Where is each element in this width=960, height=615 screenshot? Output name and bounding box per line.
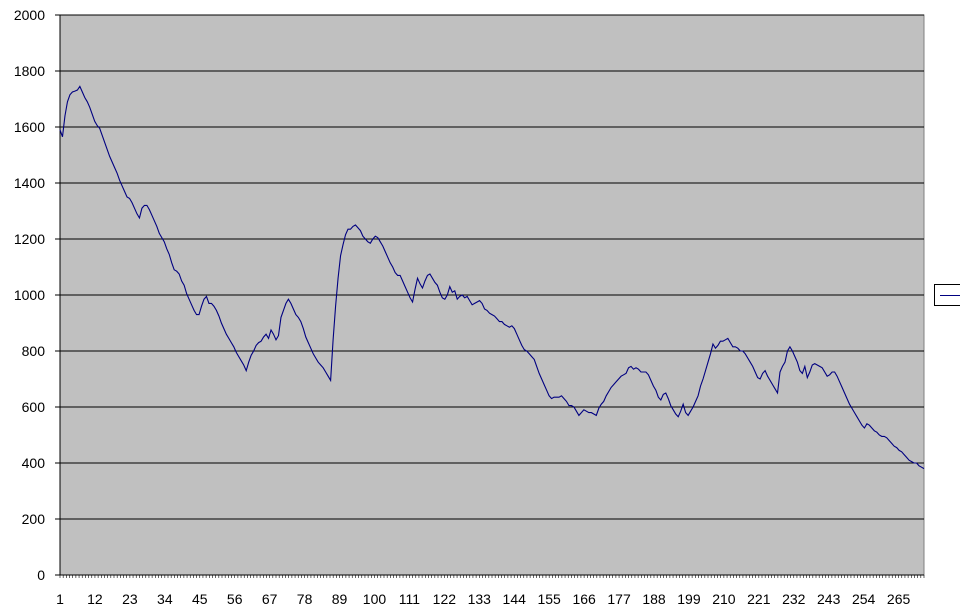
gridlines (60, 14, 924, 520)
x-tick-label: 144 (503, 591, 527, 607)
x-tick-label: 155 (537, 591, 561, 607)
legend-line-swatch (940, 295, 960, 296)
y-tick-label: 0 (37, 567, 45, 583)
x-tick-label: 45 (192, 591, 208, 607)
series-line (59, 85, 925, 470)
x-tick-label: 111 (399, 591, 420, 607)
x-tick-label: 133 (468, 591, 492, 607)
x-tick-label: 254 (852, 591, 876, 607)
y-tick-label: 2000 (14, 7, 45, 23)
y-tick-label: 200 (22, 511, 46, 527)
x-tick-label: 265 (887, 591, 911, 607)
x-tick-label: 56 (227, 591, 243, 607)
y-tick-label: 1800 (14, 63, 45, 79)
x-tick-label: 100 (363, 591, 387, 607)
x-tick-label: 23 (122, 591, 138, 607)
y-tick-label: 800 (22, 343, 46, 359)
y-tick-label: 1200 (14, 231, 45, 247)
y-tick-label: 1600 (14, 119, 45, 135)
x-tick-label: 12 (87, 591, 103, 607)
x-tick-label: 232 (782, 591, 806, 607)
x-tick-label: 199 (677, 591, 701, 607)
x-tick-label: 122 (433, 591, 457, 607)
x-tick-label: 78 (297, 591, 313, 607)
x-tick-label: 243 (817, 591, 841, 607)
y-tick-label: 600 (22, 399, 46, 415)
x-tick-label: 34 (157, 591, 173, 607)
x-tick-label: 89 (332, 591, 348, 607)
x-tick-label: 210 (712, 591, 736, 607)
y-axis-ticks: 0 200 400 600 800 1000 1200 1400 1600 1800 2000 (14, 7, 60, 583)
x-axis-ticks: 1 12 23 34 45 56 67 78 89 100 111 122 133 144 155 166 17… (56, 575, 925, 607)
y-tick-label: 1000 (14, 287, 45, 303)
x-tick-label: 166 (572, 591, 596, 607)
legend (934, 284, 960, 306)
x-tick-label: 221 (747, 591, 771, 607)
x-tick-label: 177 (607, 591, 631, 607)
x-tick-label: 1 (56, 591, 64, 607)
y-tick-label: 1400 (14, 175, 45, 191)
y-tick-label: 400 (22, 455, 46, 471)
x-tick-label: 67 (262, 591, 278, 607)
x-tick-label: 188 (642, 591, 666, 607)
